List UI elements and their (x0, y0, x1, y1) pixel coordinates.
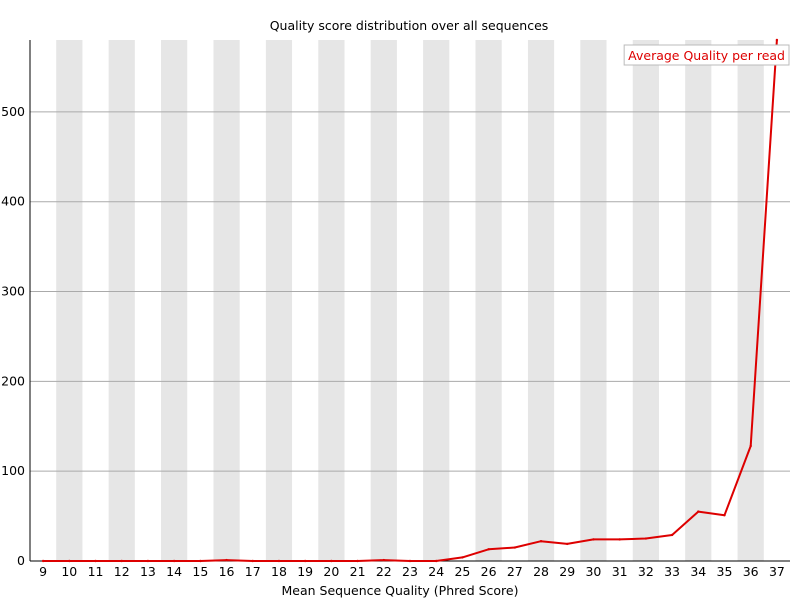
data-point-36 (749, 444, 752, 448)
x-tick-label-34: 34 (690, 564, 706, 579)
x-tick-label-29: 29 (559, 564, 575, 579)
band-30 (580, 40, 607, 561)
x-tick-label-28: 28 (533, 564, 549, 579)
x-tick-label-13: 13 (140, 564, 156, 579)
x-tick-label-25: 25 (454, 564, 470, 579)
band-26 (475, 40, 502, 561)
data-point-35 (723, 513, 726, 517)
band-22 (370, 40, 397, 561)
x-tick-label-24: 24 (428, 564, 444, 579)
band-12 (108, 40, 135, 561)
data-point-34 (697, 510, 700, 513)
data-point-37 (775, 38, 779, 42)
x-tick-label-32: 32 (638, 564, 654, 579)
x-tick-label-37: 37 (769, 564, 785, 579)
x-tick-label-23: 23 (402, 564, 418, 579)
y-tick-label-400: 400 (1, 194, 25, 209)
data-point-17 (251, 559, 254, 563)
grid-lines (30, 111, 790, 472)
data-point-13 (146, 559, 150, 563)
band-20 (318, 40, 345, 561)
band-10 (56, 40, 83, 561)
legend-label: Average Quality per read (628, 48, 785, 63)
y-tick-label-200: 200 (1, 373, 25, 388)
y-tick-label-300: 300 (1, 284, 25, 299)
band-28 (527, 40, 555, 561)
data-point-22 (382, 558, 385, 562)
x-tick-label-20: 20 (323, 564, 339, 579)
series-layer (41, 38, 779, 563)
data-point-15 (199, 559, 202, 563)
data-point-9 (41, 559, 45, 563)
x-tick-label-11: 11 (88, 564, 104, 579)
band-18 (265, 40, 293, 561)
x-tick-label-15: 15 (192, 564, 208, 579)
data-point-20 (330, 559, 333, 563)
background-bands (56, 40, 764, 561)
band-16 (213, 40, 240, 561)
data-point-31 (618, 538, 621, 541)
data-point-14 (172, 559, 176, 563)
chart-title: Quality score distribution over all sequ… (270, 18, 549, 33)
x-tick-label-27: 27 (507, 564, 523, 579)
data-point-29 (566, 542, 569, 546)
data-point-26 (487, 548, 490, 551)
data-point-11 (94, 559, 97, 563)
data-point-19 (303, 559, 307, 563)
x-tick-label-16: 16 (219, 564, 235, 579)
x-tick-label-31: 31 (612, 564, 628, 579)
data-point-30 (592, 538, 595, 541)
y-tick-label-100: 100 (1, 463, 25, 478)
band-32 (632, 40, 659, 561)
data-point-25 (461, 556, 464, 559)
y-tick-label-0: 0 (17, 553, 25, 568)
data-point-24 (435, 559, 438, 563)
y-tick-label-500: 500 (1, 104, 25, 119)
data-point-21 (356, 559, 359, 563)
x-tick-label-17: 17 (245, 564, 261, 579)
legend-box (623, 44, 790, 66)
x-tick-label-9: 9 (39, 564, 47, 579)
x-tick-label-21: 21 (350, 564, 366, 579)
x-tick-label-19: 19 (297, 564, 313, 579)
band-34 (685, 40, 712, 561)
x-tick-label-33: 33 (664, 564, 680, 579)
band-24 (423, 40, 450, 561)
data-point-32 (644, 537, 648, 540)
x-tick-label-14: 14 (166, 564, 182, 579)
data-point-23 (408, 559, 412, 563)
x-tick-label-18: 18 (271, 564, 287, 579)
x-tick-labels: 9 10 11 12 13 14 15 16 17 18 19 20 21 22 23 24 25 26 27 28 2… (39, 564, 785, 579)
x-tick-label-10: 10 (61, 564, 77, 579)
data-point-33 (670, 533, 674, 537)
data-point-16 (225, 558, 228, 562)
data-point-10 (68, 559, 71, 563)
data-point-18 (277, 559, 281, 563)
x-axis-label: Mean Sequence Quality (Phred Score) (282, 583, 519, 598)
legend: Average Quality per read (623, 44, 790, 66)
y-tick-labels: 0 100 200 300 400 500 (1, 104, 25, 568)
x-tick-label-36: 36 (743, 564, 759, 579)
x-tick-label-30: 30 (585, 564, 601, 579)
series-line-0 (43, 39, 778, 562)
x-tick-label-26: 26 (481, 564, 497, 579)
band-14 (161, 40, 188, 561)
x-tick-label-35: 35 (717, 564, 733, 579)
data-point-27 (513, 546, 517, 549)
x-tick-label-22: 22 (376, 564, 392, 579)
x-tick-label-12: 12 (114, 564, 130, 579)
data-point-28 (539, 540, 543, 543)
data-point-12 (120, 559, 123, 563)
